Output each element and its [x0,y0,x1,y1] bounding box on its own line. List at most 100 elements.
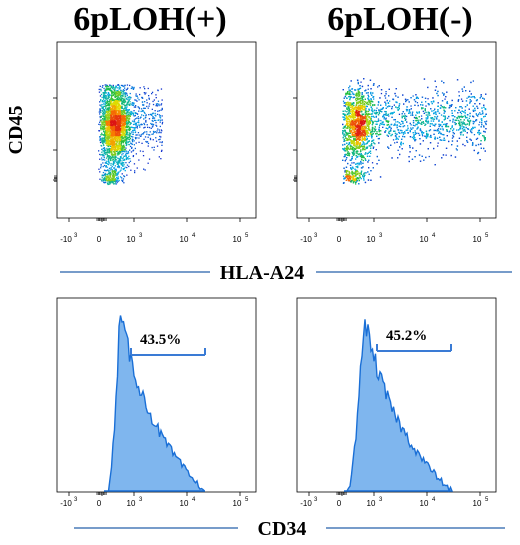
scatter-point [153,117,156,119]
scatter-point [115,91,117,93]
scatter-point [107,176,109,178]
scatter-point [112,156,114,158]
scatter-point [370,88,372,90]
scatter-point [100,90,102,92]
scatter-point [114,91,117,93]
scatter-point [433,118,436,120]
scatter-point [129,92,131,95]
scatter-point [392,98,394,100]
scatter-point [365,143,367,145]
scatter-point [413,134,415,136]
scatter-point [138,122,140,124]
scatter-point [113,114,115,116]
scatter-point [120,167,122,169]
scatter-point [120,130,123,132]
scatter-point [385,118,387,120]
scatter-point [100,144,102,147]
scatter-point [132,123,135,126]
scatter-point [444,98,446,100]
scatter-point [161,115,163,117]
scatter-point [143,138,145,140]
scatter-point [126,88,128,90]
scatter-point [367,97,369,99]
scatter-point [156,113,159,115]
scatter-point [411,158,414,160]
scatter-point [106,149,108,151]
scatter-point [159,115,161,117]
scatter-point [377,120,379,122]
scatter-point [117,106,119,108]
scatter-point [103,115,105,118]
scatter-point [149,113,152,116]
scatter-point [370,119,372,121]
scatter-point [416,132,418,134]
scatter-point [387,135,389,137]
scatter-point [137,132,140,134]
scatter-point [157,103,159,105]
scatter-point [98,150,100,152]
scatter-point [430,117,432,119]
scatter-point [147,136,149,138]
scatter-point [115,180,118,182]
scatter-point [438,120,440,122]
scatter-point [112,87,114,90]
scatter-point [113,137,116,139]
scatter-point [446,102,448,104]
scatter-point [348,96,350,98]
scatter-point [360,161,362,163]
scatter-point [121,173,123,175]
scatter-point [412,122,415,124]
scatter-point [128,161,130,164]
scatter-point [342,123,344,126]
scatter-point [113,101,115,103]
scatter-point [343,177,345,180]
scatter-point [466,116,468,119]
scatter-point [485,128,487,130]
scatter-point [123,146,125,148]
scatter-point [143,123,146,126]
scatter-point [105,129,107,131]
scatter-point [107,127,109,129]
scatter-point [121,122,124,124]
scatter-point [125,122,127,124]
scatter-point [111,86,113,89]
scatter-point [362,174,364,177]
scatter-point [405,129,407,131]
scatter-point [125,150,128,152]
scatter-point [130,112,132,114]
scatter-point [426,132,428,135]
scatter-point [122,95,124,97]
scatter-point [419,143,422,145]
scatter-point [401,115,403,117]
scatter-point [446,135,448,137]
scatter-point [357,79,359,82]
scatter-point [118,138,120,141]
scatter-point [471,128,473,130]
scatter-point [117,160,119,162]
scatter-point [134,113,136,115]
scatter-point [122,137,124,139]
scatter-point [129,98,131,100]
scatter-point [343,126,345,128]
scatter-point [421,101,423,103]
scatter-point [424,135,426,137]
scatter-point [111,178,113,180]
scatter-point [114,171,117,173]
scatter-point [104,134,106,137]
scatter-point [155,119,157,122]
scatter-point [116,110,118,112]
scatter-point [105,120,107,123]
scatter-point [120,143,123,145]
scatter-point [470,100,472,102]
scatter-point [133,102,135,104]
scatter-point [463,127,465,129]
scatter-point [113,112,115,114]
scatter-point [388,88,390,90]
scatter-point [437,128,440,130]
scatter-point [371,140,373,142]
scatter-point [119,156,122,158]
scatter-point [401,117,403,119]
scatter-point [109,171,112,173]
scatter-point [120,136,122,138]
scatter-point [108,172,110,174]
